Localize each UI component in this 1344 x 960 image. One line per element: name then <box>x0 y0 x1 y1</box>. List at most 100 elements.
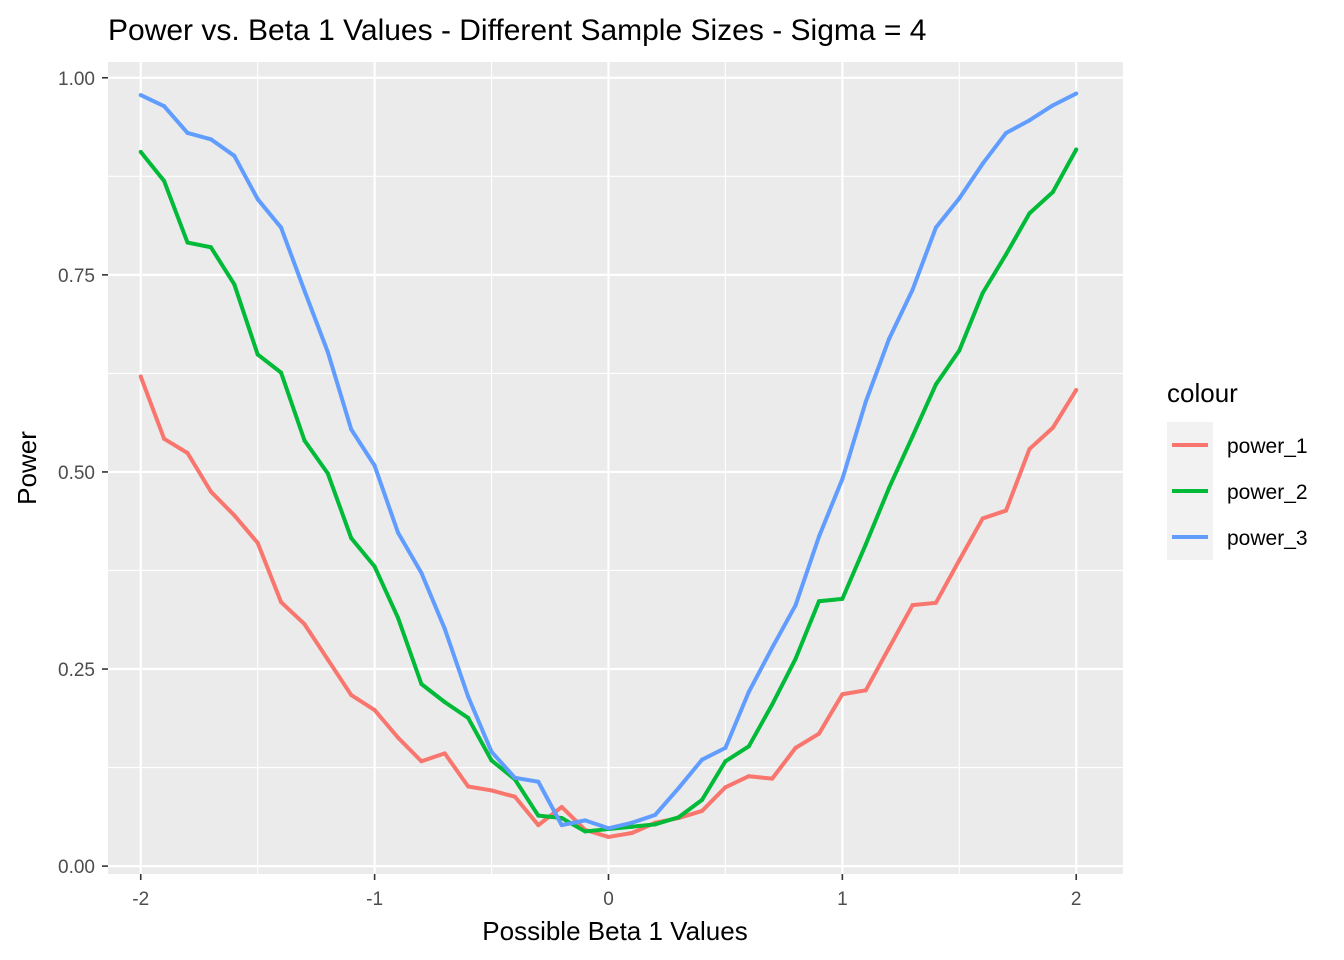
data-point-power-3 <box>279 225 284 230</box>
data-point-power-1 <box>910 603 915 608</box>
data-point-power-1 <box>1074 387 1079 392</box>
series-lines <box>138 91 1079 839</box>
data-point-power-3 <box>489 749 494 754</box>
data-point-power-1 <box>396 735 400 740</box>
data-point-power-3 <box>232 153 237 158</box>
data-point-power-3 <box>653 812 658 817</box>
data-point-power-3 <box>723 745 728 750</box>
data-point-power-1 <box>162 436 167 441</box>
data-point-power-2 <box>816 599 821 604</box>
data-point-power-1 <box>1027 447 1032 452</box>
data-point-power-2 <box>162 179 167 184</box>
data-point-power-3 <box>372 463 377 468</box>
data-point-power-2 <box>840 596 845 601</box>
data-point-power-2 <box>185 240 190 245</box>
axes: -2 -1 0 1 2 0.00 0.25 0.50 0.75 1.00 <box>58 69 1081 910</box>
data-point-power-3 <box>208 137 213 142</box>
data-point-power-3 <box>325 350 330 355</box>
data-point-power-3 <box>676 786 681 791</box>
data-point-power-3 <box>442 626 447 631</box>
x-tick-label: 1 <box>837 889 848 910</box>
data-point-power-2 <box>232 282 237 287</box>
data-point-power-2 <box>583 829 588 834</box>
data-point-power-3 <box>980 161 985 166</box>
data-point-power-2 <box>863 542 868 547</box>
data-point-power-2 <box>723 759 728 764</box>
data-point-power-3 <box>536 779 541 784</box>
data-point-power-3 <box>933 225 938 230</box>
data-point-power-2 <box>325 471 330 476</box>
major-gridlines <box>108 62 1123 874</box>
data-point-power-1 <box>185 451 190 456</box>
data-point-power-3 <box>629 820 634 825</box>
data-point-power-2 <box>746 744 751 749</box>
data-point-power-3 <box>910 287 915 292</box>
data-point-power-1 <box>606 834 611 839</box>
data-point-power-1 <box>536 823 541 828</box>
data-point-power-3 <box>349 427 354 432</box>
y-tick-label: 0.75 <box>58 266 95 287</box>
data-point-power-1 <box>1050 425 1055 430</box>
data-point-power-1 <box>489 788 494 793</box>
data-point-power-3 <box>957 196 962 201</box>
data-point-power-3 <box>138 93 143 98</box>
data-point-power-2 <box>442 700 447 705</box>
data-point-power-3 <box>419 570 424 575</box>
data-point-power-3 <box>162 104 167 109</box>
data-point-power-3 <box>887 336 892 341</box>
legend-title: colour <box>1167 378 1238 408</box>
data-point-power-3 <box>770 645 775 650</box>
data-point-power-3 <box>1004 130 1009 135</box>
data-point-power-2 <box>980 290 985 295</box>
data-point-power-3 <box>559 823 564 828</box>
data-point-power-3 <box>466 694 471 699</box>
data-point-power-1 <box>770 776 775 781</box>
data-point-power-1 <box>629 831 634 836</box>
y-axis-title: Power <box>12 431 42 505</box>
data-point-power-2 <box>302 438 307 443</box>
data-point-power-1 <box>980 516 985 521</box>
data-point-power-1 <box>255 540 260 545</box>
x-tick-label: 0 <box>603 889 614 910</box>
x-axis-title: Possible Beta 1 Values <box>482 916 747 946</box>
y-tick-label: 0.25 <box>58 660 95 681</box>
data-point-power-3 <box>1027 118 1032 123</box>
data-point-power-1 <box>466 784 471 789</box>
legend-label-power-2: power_2 <box>1227 481 1308 504</box>
x-tick-label: 2 <box>1071 889 1082 910</box>
data-point-power-2 <box>208 245 213 250</box>
data-point-power-1 <box>325 657 330 662</box>
data-point-power-2 <box>419 682 424 687</box>
data-point-power-2 <box>887 485 892 490</box>
data-point-power-1 <box>559 804 564 809</box>
data-point-power-2 <box>793 656 798 661</box>
data-point-power-2 <box>1050 190 1055 195</box>
data-point-power-1 <box>840 692 845 697</box>
legend-label-power-1: power_1 <box>1227 435 1308 458</box>
data-point-power-3 <box>185 130 190 135</box>
data-point-power-2 <box>536 813 541 818</box>
data-point-power-3 <box>606 826 611 831</box>
data-point-power-1 <box>816 731 821 736</box>
data-point-power-1 <box>372 708 377 713</box>
data-point-power-2 <box>957 348 962 353</box>
data-point-power-2 <box>559 816 564 821</box>
y-tick-label: 0.00 <box>58 857 95 878</box>
data-point-power-2 <box>653 822 658 827</box>
data-point-power-2 <box>1074 147 1079 152</box>
data-point-power-1 <box>723 785 728 790</box>
data-point-power-1 <box>863 688 868 693</box>
data-point-power-3 <box>512 775 517 780</box>
chart-title: Power vs. Beta 1 Values - Different Samp… <box>108 14 926 47</box>
data-point-power-1 <box>887 645 892 650</box>
data-point-power-2 <box>910 434 915 439</box>
data-point-power-3 <box>1074 91 1079 96</box>
data-point-power-1 <box>746 774 751 779</box>
data-point-power-1 <box>933 600 938 605</box>
data-point-power-3 <box>396 530 400 535</box>
data-point-power-1 <box>349 693 354 698</box>
data-point-power-1 <box>419 759 424 764</box>
data-point-power-3 <box>840 477 845 482</box>
data-point-power-1 <box>138 374 143 379</box>
